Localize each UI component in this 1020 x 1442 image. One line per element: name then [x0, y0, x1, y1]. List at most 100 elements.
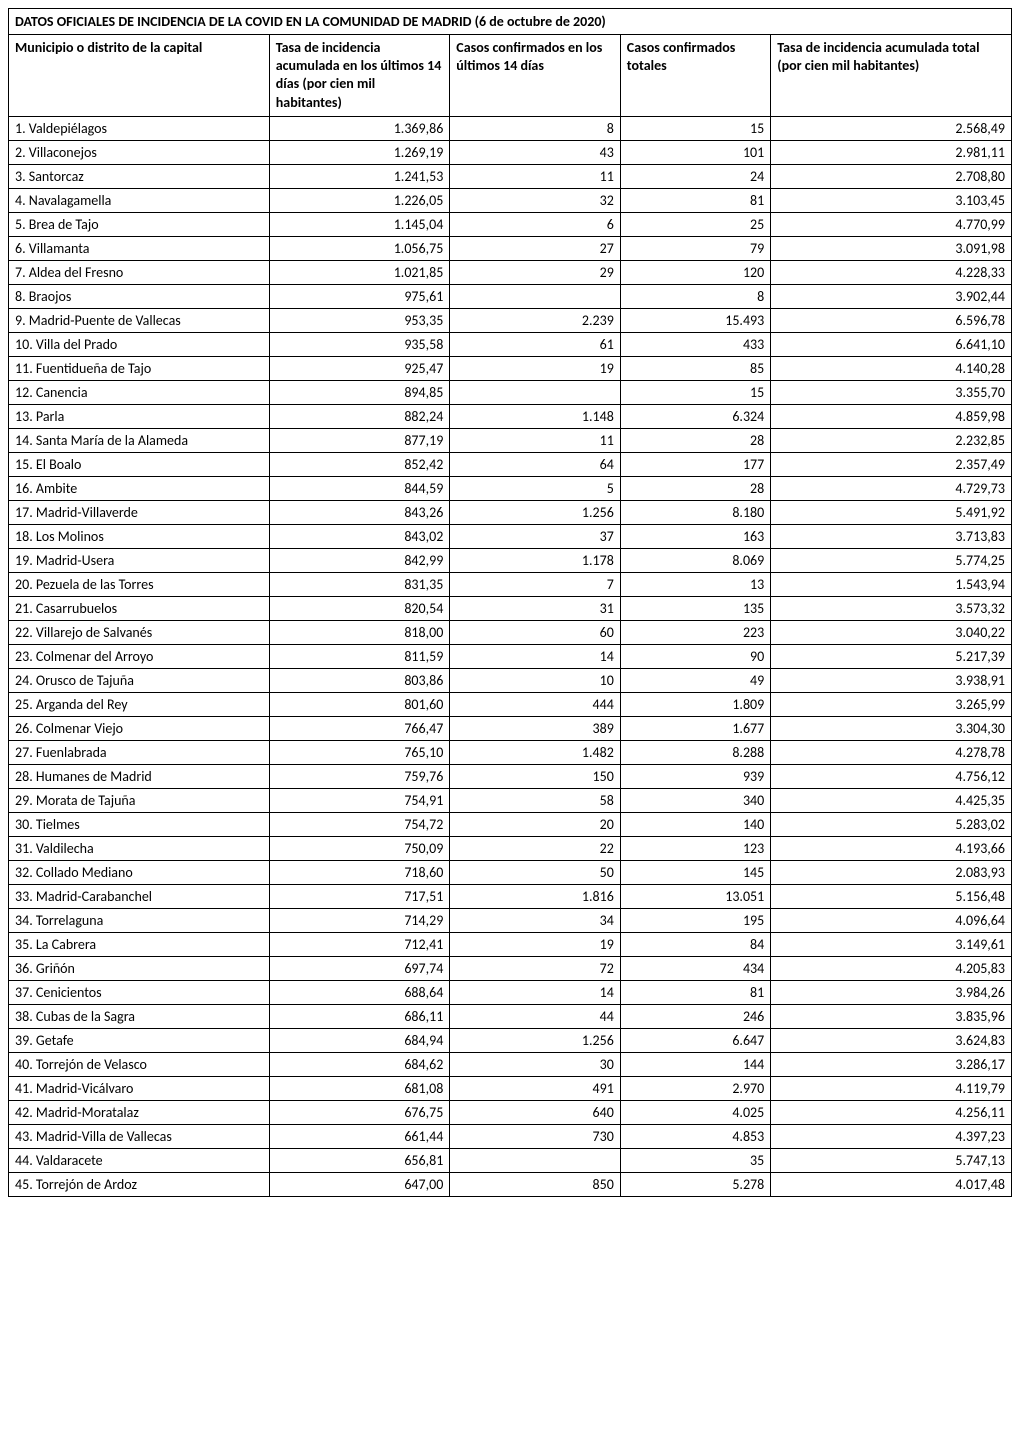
table-row: 26. Colmenar Viejo766,473891.6773.304,30	[9, 716, 1012, 740]
cell-value: 3.573,32	[771, 596, 1012, 620]
cell-value: 4.140,28	[771, 356, 1012, 380]
table-row: 27. Fuenlabrada765,101.4828.2884.278,78	[9, 740, 1012, 764]
cell-municipio: 42. Madrid-Moratalaz	[9, 1100, 270, 1124]
cell-municipio: 33. Madrid-Carabanchel	[9, 884, 270, 908]
cell-value: 3.091,98	[771, 236, 1012, 260]
cell-value: 4.859,98	[771, 404, 1012, 428]
table-row: 15. El Boalo852,42641772.357,49	[9, 452, 1012, 476]
cell-value: 123	[620, 836, 770, 860]
cell-value: 2.970	[620, 1076, 770, 1100]
cell-value: 1.369,86	[269, 116, 450, 140]
cell-value: 223	[620, 620, 770, 644]
cell-value: 4.397,23	[771, 1124, 1012, 1148]
cell-municipio: 4. Navalagamella	[9, 188, 270, 212]
cell-value: 718,60	[269, 860, 450, 884]
cell-value: 640	[450, 1100, 621, 1124]
cell-value: 101	[620, 140, 770, 164]
cell-value: 676,75	[269, 1100, 450, 1124]
cell-value: 140	[620, 812, 770, 836]
cell-value: 15.493	[620, 308, 770, 332]
cell-value: 8.180	[620, 500, 770, 524]
cell-municipio: 20. Pezuela de las Torres	[9, 572, 270, 596]
cell-value: 120	[620, 260, 770, 284]
cell-value: 340	[620, 788, 770, 812]
cell-value: 3.984,26	[771, 980, 1012, 1004]
cell-municipio: 22. Villarejo de Salvanés	[9, 620, 270, 644]
cell-value: 15	[620, 116, 770, 140]
cell-value: 801,60	[269, 692, 450, 716]
cell-value: 686,11	[269, 1004, 450, 1028]
cell-value: 11	[450, 164, 621, 188]
table-row: 11. Fuentidueña de Tajo925,4719854.140,2…	[9, 356, 1012, 380]
cell-value: 29	[450, 260, 621, 284]
table-row: 7. Aldea del Fresno1.021,85291204.228,33	[9, 260, 1012, 284]
cell-value: 714,29	[269, 908, 450, 932]
cell-value: 2.981,11	[771, 140, 1012, 164]
cell-municipio: 18. Los Molinos	[9, 524, 270, 548]
cell-value: 843,26	[269, 500, 450, 524]
table-row: 29. Morata de Tajuña754,91583404.425,35	[9, 788, 1012, 812]
cell-municipio: 19. Madrid-Usera	[9, 548, 270, 572]
table-row: 18. Los Molinos843,02371633.713,83	[9, 524, 1012, 548]
cell-municipio: 5. Brea de Tajo	[9, 212, 270, 236]
cell-value: 195	[620, 908, 770, 932]
table-row: 17. Madrid-Villaverde843,261.2568.1805.4…	[9, 500, 1012, 524]
cell-value: 712,41	[269, 932, 450, 956]
cell-municipio: 11. Fuentidueña de Tajo	[9, 356, 270, 380]
cell-value: 1.482	[450, 740, 621, 764]
cell-value: 953,35	[269, 308, 450, 332]
table-row: 20. Pezuela de las Torres831,357131.543,…	[9, 572, 1012, 596]
cell-value: 27	[450, 236, 621, 260]
cell-municipio: 1. Valdepiélagos	[9, 116, 270, 140]
table-row: 3. Santorcaz1.241,5311242.708,80	[9, 164, 1012, 188]
table-row: 5. Brea de Tajo1.145,046254.770,99	[9, 212, 1012, 236]
cell-value: 754,72	[269, 812, 450, 836]
cell-municipio: 15. El Boalo	[9, 452, 270, 476]
table-row: 19. Madrid-Usera842,991.1788.0695.774,25	[9, 548, 1012, 572]
cell-value: 1.241,53	[269, 164, 450, 188]
cell-value: 925,47	[269, 356, 450, 380]
cell-municipio: 9. Madrid-Puente de Vallecas	[9, 308, 270, 332]
cell-value: 844,59	[269, 476, 450, 500]
cell-value: 3.835,96	[771, 1004, 1012, 1028]
cell-value: 818,00	[269, 620, 450, 644]
cell-value: 13	[620, 572, 770, 596]
table-row: 13. Parla882,241.1486.3244.859,98	[9, 404, 1012, 428]
cell-value: 150	[450, 764, 621, 788]
cell-value: 5.491,92	[771, 500, 1012, 524]
cell-value: 30	[450, 1052, 621, 1076]
cell-value: 935,58	[269, 332, 450, 356]
cell-municipio: 14. Santa María de la Alameda	[9, 428, 270, 452]
table-row: 36. Griñón697,74724344.205,83	[9, 956, 1012, 980]
cell-value: 754,91	[269, 788, 450, 812]
cell-value: 1.021,85	[269, 260, 450, 284]
table-row: 45. Torrejón de Ardoz647,008505.2784.017…	[9, 1172, 1012, 1196]
cell-value: 6.324	[620, 404, 770, 428]
cell-municipio: 30. Tielmes	[9, 812, 270, 836]
cell-value: 697,74	[269, 956, 450, 980]
cell-value: 81	[620, 980, 770, 1004]
col-header-tasatot: Tasa de incidencia acumulada total (por …	[771, 35, 1012, 117]
table-row: 34. Torrelaguna714,29341954.096,64	[9, 908, 1012, 932]
cell-municipio: 40. Torrejón de Velasco	[9, 1052, 270, 1076]
cell-value: 4.025	[620, 1100, 770, 1124]
cell-value: 22	[450, 836, 621, 860]
cell-value: 4.756,12	[771, 764, 1012, 788]
cell-municipio: 24. Orusco de Tajuña	[9, 668, 270, 692]
cell-value: 37	[450, 524, 621, 548]
cell-value: 877,19	[269, 428, 450, 452]
cell-municipio: 2. Villaconejos	[9, 140, 270, 164]
table-row: 23. Colmenar del Arroyo811,5914905.217,3…	[9, 644, 1012, 668]
cell-value: 32	[450, 188, 621, 212]
cell-value: 81	[620, 188, 770, 212]
cell-value: 58	[450, 788, 621, 812]
cell-value: 2.568,49	[771, 116, 1012, 140]
cell-value: 6.596,78	[771, 308, 1012, 332]
cell-value: 3.149,61	[771, 932, 1012, 956]
cell-value: 939	[620, 764, 770, 788]
cell-value: 25	[620, 212, 770, 236]
cell-value: 842,99	[269, 548, 450, 572]
cell-value: 1.145,04	[269, 212, 450, 236]
cell-municipio: 6. Villamanta	[9, 236, 270, 260]
cell-value: 72	[450, 956, 621, 980]
